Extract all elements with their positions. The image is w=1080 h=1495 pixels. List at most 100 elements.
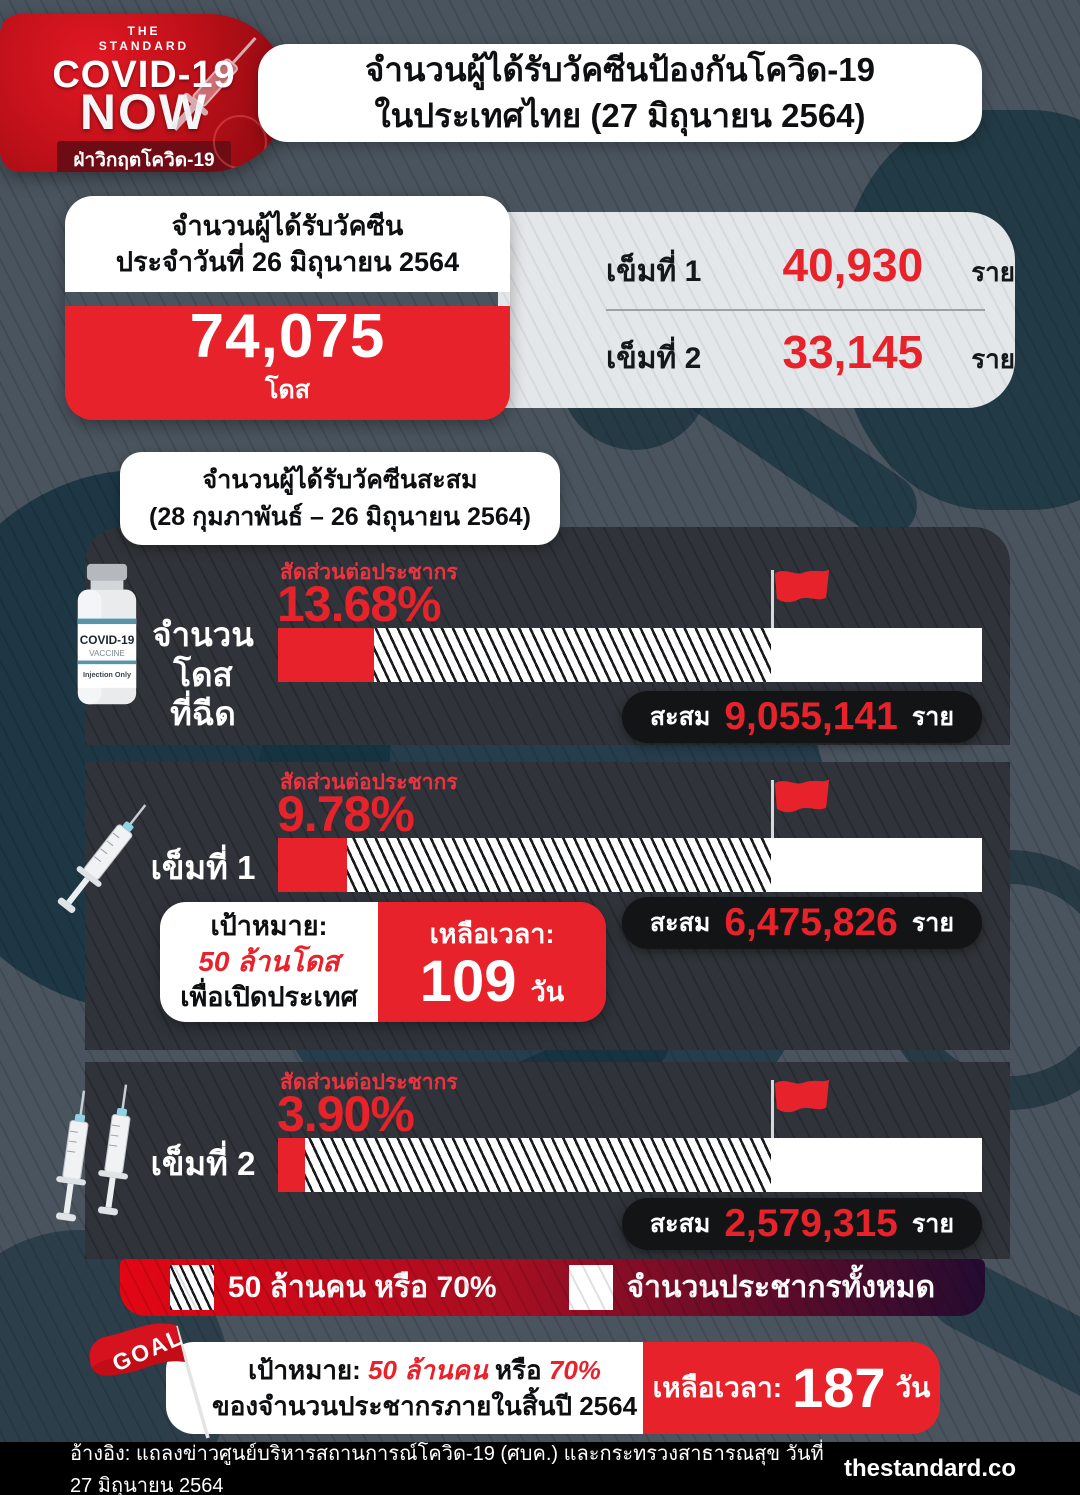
row2-target-hatch	[278, 838, 771, 892]
legend-solid-swatch	[568, 1265, 613, 1310]
row1-cumulative-unit: ราย	[911, 703, 954, 731]
goal-purpose: เพื่อเปิดประเทศ	[180, 982, 358, 1013]
goal-banner-target-value: 50 ล้านคน	[368, 1354, 488, 1385]
goal-heading: เป้าหมาย:	[210, 910, 328, 941]
dose1-unit: ราย	[971, 257, 1015, 287]
banner-days-unit: วัน	[895, 1372, 931, 1403]
goal-target: 50 ล้านโดส	[198, 945, 340, 977]
row2-progress-bar	[278, 779, 982, 892]
row2-percent: 9.78%	[277, 786, 415, 842]
syringe-icon	[57, 804, 147, 914]
dose-divider	[606, 309, 985, 311]
row2-label: เข็มที่ 1	[128, 848, 278, 888]
goal-box-target-area: เป้าหมาย: 50 ล้านโดส เพื่อเปิดประเทศ	[160, 902, 378, 1022]
row3-cumulative-label: สะสม	[649, 1210, 711, 1238]
banner-days-value: 187	[792, 1356, 886, 1419]
legend-hatched-swatch	[169, 1265, 214, 1310]
row3-red-fill	[278, 1138, 306, 1192]
legend-hatched-label: 50 ล้านคน หรือ 70%	[227, 1271, 497, 1304]
dose1-value: 40,930	[782, 239, 924, 291]
row3-label-line1: เข็มที่ 2	[150, 1145, 256, 1182]
cumulative-title-line1: จำนวนผู้ได้รับวัคซีนสะสม	[202, 466, 478, 495]
goal-days-value: 109	[419, 948, 517, 1014]
logo-brand: THE STANDARD	[0, 24, 288, 54]
dose1-label: เข็มที่ 1	[606, 255, 702, 288]
logo-brand-standard: STANDARD	[98, 39, 190, 53]
daily-total-value: 74,075	[189, 302, 386, 371]
row3-cumulative-value: 2,579,315	[724, 1202, 898, 1245]
row3-ratio-label: สัดส่วนต่อประชากร	[280, 1071, 458, 1094]
row2-cumulative-value: 6,475,826	[724, 901, 898, 944]
vaccine-vial-icon: COVID-19 VACCINE Injection Only	[77, 563, 137, 705]
row1-red-fill	[278, 628, 375, 682]
row1-ratio-label: สัดส่วนต่อประชากร	[280, 561, 458, 584]
row2-red-fill	[278, 838, 347, 892]
goal-banner-line1: เป้าหมาย: 50 ล้านคน หรือ 70%	[206, 1352, 643, 1388]
row2-cumulative-badge: สะสม 6,475,826 ราย	[621, 897, 982, 949]
dose2-row: เข็มที่ 2 33,145 ราย	[606, 325, 1015, 382]
row2-label-line1: เข็มที่ 1	[150, 849, 256, 886]
dose1-row: เข็มที่ 1 40,930 ราย	[606, 238, 1015, 295]
row3-progress-bar	[278, 1079, 982, 1192]
goal-banner-percent: 70%	[548, 1354, 601, 1385]
row1-progress-bar	[278, 569, 982, 682]
row2-cumulative-unit: ราย	[911, 909, 954, 937]
daily-doses-panel: เข็มที่ 1 40,930 ราย เข็มที่ 2 33,145 รา…	[498, 212, 1015, 408]
goal-banner-countdown: เหลือเวลา: 187 วัน	[643, 1342, 940, 1434]
goal-flag-icon: GOAL	[89, 1323, 210, 1439]
page-title-line1: จำนวนผู้ได้รับวัคซีนป้องกันโควิด-19	[365, 50, 875, 88]
svg-text:VACCINE: VACCINE	[89, 649, 125, 658]
dose2-label: เข็มที่ 2	[606, 342, 702, 375]
daily-title-line2: ประจำวันที่ 26 มิถุนายน 2564	[115, 247, 460, 277]
footer-site-text: thestandard.co	[843, 1454, 1016, 1482]
row3-target-hatch	[278, 1138, 771, 1192]
goal-days-unit: วัน	[530, 976, 565, 1007]
dose1-goal-box: เป้าหมาย: 50 ล้านโดส เพื่อเปิดประเทศ เหล…	[160, 902, 606, 1022]
row1-label-line1: จำนวนโดส	[152, 616, 254, 693]
row1-percent: 13.68%	[277, 576, 442, 632]
goal-banner-line2: ของจำนวนประชากรภายในสิ้นปี 2564	[211, 1391, 638, 1421]
row2-goal-flag-icon	[770, 779, 829, 838]
footer-bar: อ้างอิง: แถลงข่าวศูนย์บริหารสถานการณ์โคว…	[0, 1442, 1080, 1495]
row1-label: จำนวนโดส ที่ฉีด	[128, 615, 278, 734]
daily-total-card-title: จำนวนผู้ได้รับวัคซีน ประจำวันที่ 26 มิถุ…	[65, 196, 510, 292]
legend-bar: 50 ล้านคน หรือ 70% จำนวนประชากรทั้งหมด	[120, 1259, 985, 1316]
svg-text:COVID-19: COVID-19	[80, 633, 135, 647]
page-title-line2: ในประเทศไทย (27 มิถุนายน 2564)	[374, 97, 866, 134]
svg-text:Injection Only: Injection Only	[83, 670, 131, 679]
row3-label: เข็มที่ 2	[128, 1144, 278, 1184]
goal-banner-prefix: เป้าหมาย:	[248, 1354, 361, 1385]
dose2-unit: ราย	[971, 344, 1015, 374]
goal-banner-conj: หรือ	[494, 1354, 542, 1385]
row1-goal-flag-icon	[770, 569, 829, 628]
row1-cumulative-label: สะสม	[649, 703, 711, 731]
row2-cumulative-label: สะสม	[649, 909, 711, 937]
row3-cumulative-unit: ราย	[911, 1210, 954, 1238]
daily-title-line1: จำนวนผู้ได้รับวัคซีน	[171, 210, 404, 241]
daily-total-card: จำนวนผู้ได้รับวัคซีน ประจำวันที่ 26 มิถุ…	[65, 196, 510, 420]
row1-cumulative-badge: สะสม 9,055,141 ราย	[621, 691, 982, 743]
row2-ratio-label: สัดส่วนต่อประชากร	[280, 771, 458, 794]
cumulative-section-title: จำนวนผู้ได้รับวัคซีนสะสม (28 กุมภาพันธ์ …	[120, 452, 560, 545]
goal-banner-target: เป้าหมาย: 50 ล้านคน หรือ 70% ของจำนวนประ…	[166, 1342, 643, 1434]
daily-total-unit: โดส	[265, 376, 310, 404]
legend-solid-label: จำนวนประชากรทั้งหมด	[626, 1271, 936, 1304]
banner-time-label: เหลือเวลา:	[652, 1372, 783, 1403]
row3-percent: 3.90%	[277, 1086, 415, 1142]
goal-time-label: เหลือเวลา:	[429, 918, 555, 949]
daily-total-value-area: 74,075 โดส	[65, 306, 510, 420]
covid19-now-logo: THE STANDARD COVID-19 NOW ฝ่าวิกฤตโควิด-…	[0, 14, 288, 172]
row3-cumulative-badge: สะสม 2,579,315 ราย	[621, 1198, 982, 1250]
logo-now-text: NOW	[79, 84, 209, 140]
cumulative-title-line2: (28 กุมภาพันธ์ – 26 มิถุนายน 2564)	[149, 502, 531, 531]
goal-box-countdown-area: เหลือเวลา: 109 วัน	[378, 902, 606, 1022]
page-title: จำนวนผู้ได้รับวัคซีนป้องกันโควิด-19 ในปร…	[258, 44, 982, 142]
double-syringe-icon	[55, 1084, 131, 1222]
footer-source-text: อ้างอิง: แถลงข่าวศูนย์บริหารสถานการณ์โคว…	[70, 1442, 824, 1495]
dose2-value: 33,145	[782, 326, 924, 378]
row1-label-line2: ที่ฉีด	[170, 695, 236, 733]
row1-cumulative-value: 9,055,141	[724, 695, 898, 738]
logo-brand-the: THE	[127, 24, 161, 38]
logo-tagline: ฝ่าวิกฤตโควิด-19	[57, 141, 231, 172]
